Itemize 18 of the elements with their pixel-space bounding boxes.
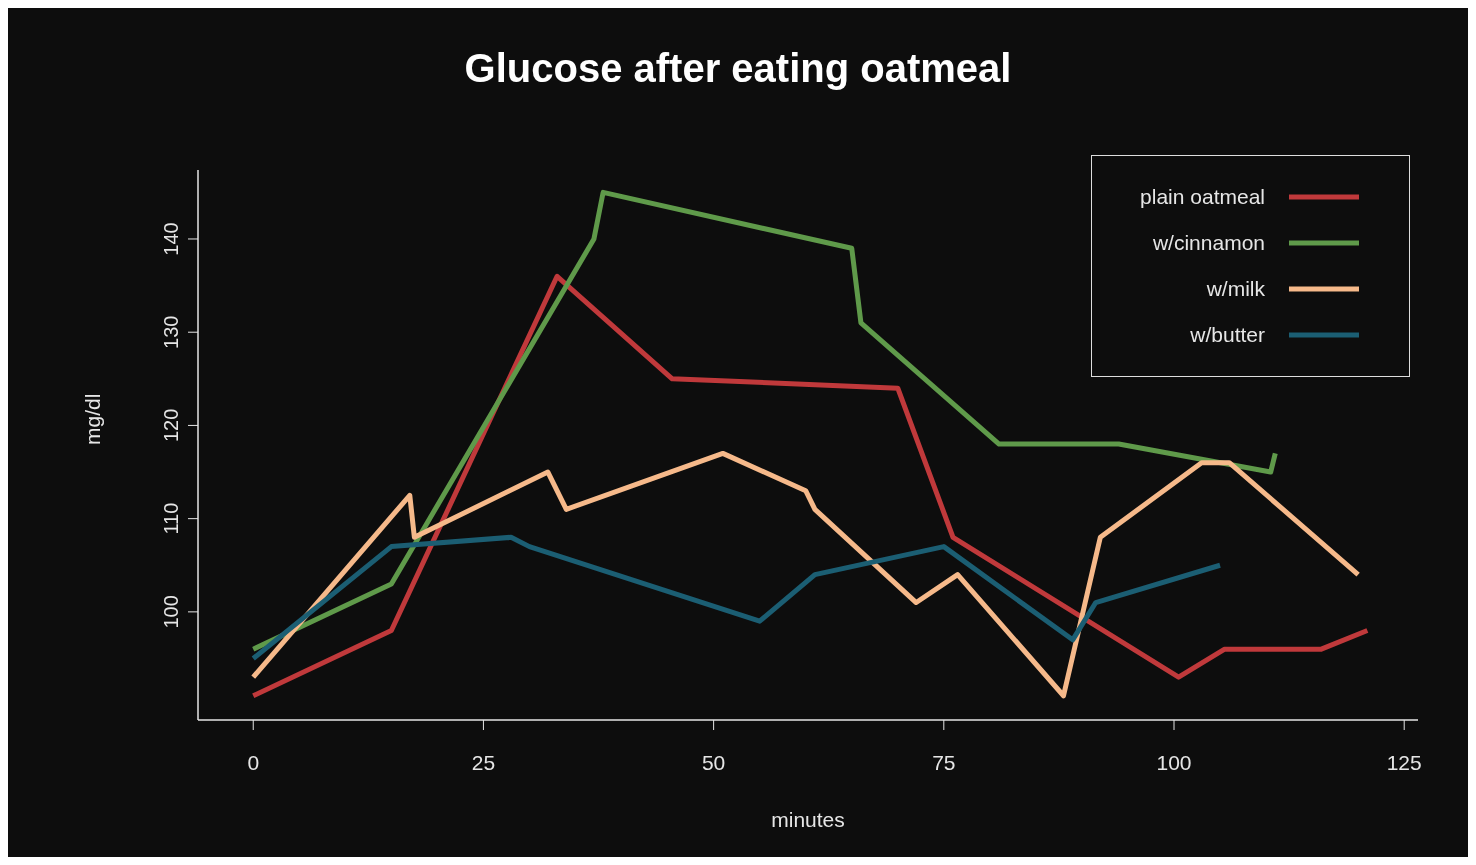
legend-label: w/butter <box>1190 323 1265 347</box>
chart-title: Glucose after eating oatmeal <box>463 46 1013 91</box>
y-tick-label: 110 <box>160 502 182 535</box>
legend-label: plain oatmeal <box>1140 185 1265 209</box>
x-tick-label: 0 <box>247 751 260 774</box>
x-tick-label: 25 <box>471 751 496 774</box>
y-tick-label: 120 <box>160 408 182 443</box>
x-tick-label: 50 <box>701 751 726 774</box>
legend-label: w/milk <box>1206 277 1265 301</box>
x-axis-title: minutes <box>771 808 845 831</box>
x-tick-label: 125 <box>1386 751 1422 774</box>
y-tick-label: 100 <box>160 595 182 629</box>
y-tick-label: 130 <box>160 315 182 349</box>
y-axis-title: mg/dl <box>81 393 105 445</box>
x-tick-label: 75 <box>932 751 956 774</box>
x-tick-label: 100 <box>1156 751 1192 774</box>
legend-label: w/cinnamon <box>1152 231 1265 255</box>
y-tick-label: 140 <box>160 222 182 256</box>
